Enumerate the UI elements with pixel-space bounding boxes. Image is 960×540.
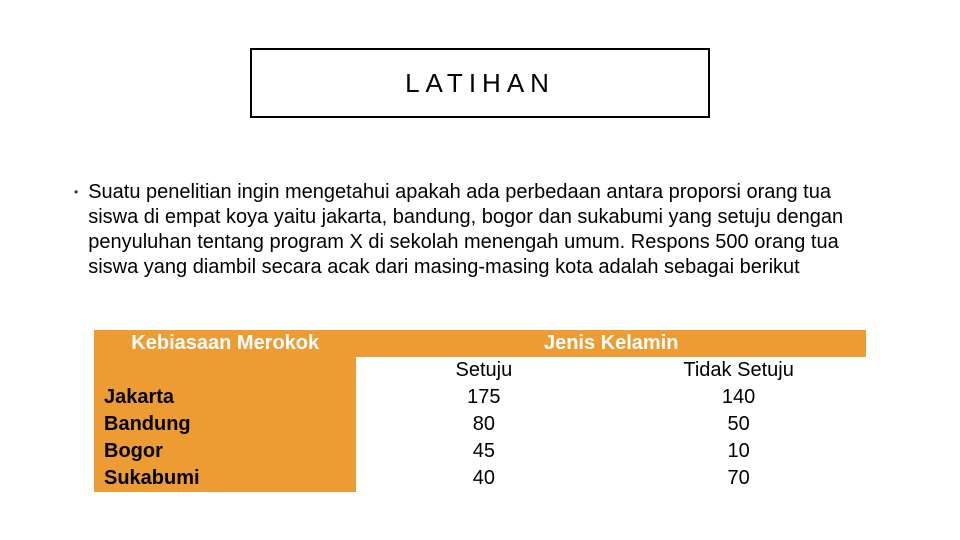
table-row: Sukabumi 40 70	[94, 465, 866, 492]
table-header-row: Kebiasaan Merokok Jenis Kelamin	[94, 330, 866, 357]
row-label: Bandung	[94, 411, 356, 438]
table-row: Jakarta 175 140	[94, 384, 866, 411]
cell-value: 40	[356, 465, 611, 492]
table-row: Bogor 45 10	[94, 438, 866, 465]
data-table: Kebiasaan Merokok Jenis Kelamin Setuju T…	[94, 330, 866, 492]
table-row: Bandung 80 50	[94, 411, 866, 438]
cell-value: 140	[611, 384, 866, 411]
subheader-empty	[94, 357, 356, 384]
row-label: Bogor	[94, 438, 356, 465]
page-title: LATIHAN	[405, 68, 555, 99]
row-label: Sukabumi	[94, 465, 356, 492]
subheader-1: Setuju	[356, 357, 611, 384]
bullet-marker: •	[74, 185, 78, 199]
col-header-right: Jenis Kelamin	[356, 330, 866, 357]
cell-value: 70	[611, 465, 866, 492]
cell-value: 175	[356, 384, 611, 411]
title-box: LATIHAN	[250, 48, 710, 118]
row-label: Jakarta	[94, 384, 356, 411]
cell-value: 80	[356, 411, 611, 438]
bullet-text: Suatu penelitian ingin mengetahui apakah…	[88, 180, 886, 280]
cell-value: 50	[611, 411, 866, 438]
subheader-2: Tidak Setuju	[611, 357, 866, 384]
table-subheader-row: Setuju Tidak Setuju	[94, 357, 866, 384]
cell-value: 45	[356, 438, 611, 465]
col-header-left: Kebiasaan Merokok	[94, 330, 356, 357]
bullet-block: • Suatu penelitian ingin mengetahui apak…	[74, 180, 886, 280]
cell-value: 10	[611, 438, 866, 465]
